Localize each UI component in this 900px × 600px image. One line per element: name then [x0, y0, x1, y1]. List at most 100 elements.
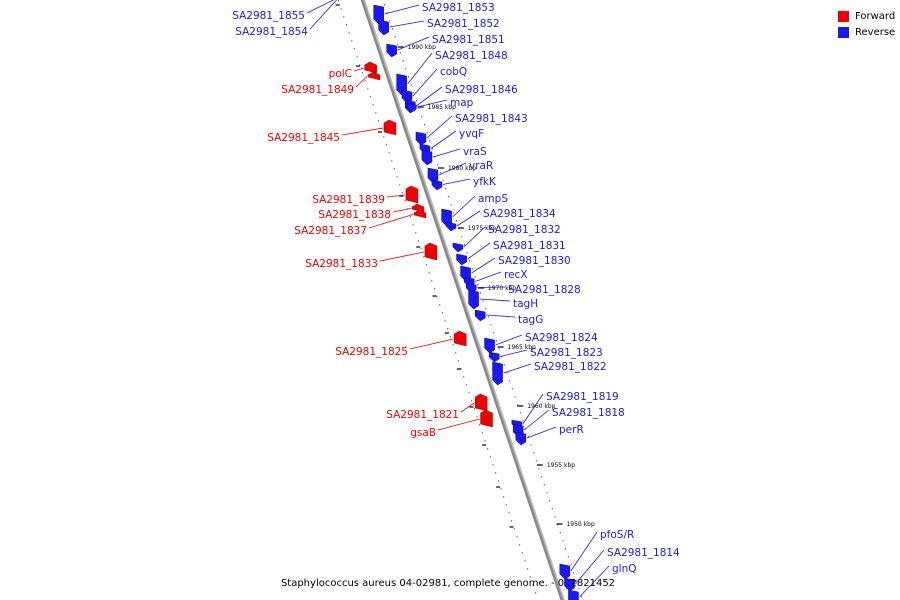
forward-track-dot	[367, 88, 369, 90]
reverse-gene-arrow	[431, 179, 443, 191]
forward-track-dot	[481, 432, 483, 434]
forward-gene-leader	[409, 338, 454, 350]
reverse-track-dot	[477, 284, 479, 286]
forward-gene-label: SA2981_1849	[281, 84, 354, 96]
caption: Staphylococcus aureus 04-02981, complete…	[0, 578, 900, 589]
reverse-track-dot	[485, 308, 487, 310]
reverse-gene-label: SA2981_1851	[432, 34, 505, 46]
forward-gene-arrow	[367, 71, 381, 81]
reverse-track-dot	[463, 244, 465, 246]
reverse-gene-arrow	[445, 221, 457, 232]
reverse-gene-arrow	[456, 253, 467, 266]
reverse-gene-label: ampS	[478, 193, 508, 205]
forward-track-dot	[436, 296, 438, 298]
forward-track-dot	[377, 120, 379, 122]
reverse-gene-leader	[526, 426, 557, 439]
reverse-track-dot	[413, 92, 415, 94]
forward-track-dot	[505, 504, 507, 506]
forward-gene-label: gsaB	[410, 427, 436, 439]
reverse-gene-label: SA2981_1846	[445, 84, 518, 96]
reverse-track-dot	[557, 524, 559, 526]
forward-track-dot	[444, 320, 446, 322]
forward-gene-leader	[306, 0, 335, 14]
forward-track-dot	[433, 288, 435, 290]
reverse-gene-leader	[486, 314, 516, 318]
forward-track-dot	[439, 304, 441, 306]
forward-track-dot	[508, 512, 510, 514]
reverse-gene-label: pfoS/R	[600, 529, 634, 541]
forward-track-dot	[345, 24, 347, 26]
reverse-gene-arrow	[564, 577, 575, 592]
forward-gene-arrow	[364, 61, 377, 74]
reverse-track-dot	[386, 12, 388, 14]
reverse-track-dot	[533, 452, 535, 454]
forward-gene-leader	[353, 67, 364, 72]
forward-gene-label: SA2981_1854	[235, 26, 308, 38]
forward-track-dot	[532, 584, 534, 586]
caption-text: Staphylococcus aureus 04-02981, complete…	[280, 578, 616, 589]
reverse-track-dot	[429, 140, 431, 142]
forward-track-dot	[404, 200, 406, 202]
reverse-gene-arrow	[474, 309, 486, 322]
forward-track-dot	[471, 400, 473, 402]
forward-track-dot	[441, 312, 443, 314]
forward-track-dot	[359, 64, 361, 66]
reverse-gene-leader	[452, 195, 476, 218]
reverse-track-dot	[450, 204, 452, 206]
forward-track-dot	[420, 248, 422, 250]
forward-track-dot	[473, 408, 475, 410]
reverse-gene-label: recX	[504, 269, 528, 281]
forward-track-dot	[495, 472, 497, 474]
forward-track-dot	[463, 376, 465, 378]
reverse-track-dot	[384, 4, 385, 6]
forward-gene-label: SA2981_1838	[318, 209, 391, 221]
reverse-gene-label: vraS	[463, 146, 487, 158]
reverse-gene-arrow	[515, 431, 527, 446]
reverse-track-dot	[389, 20, 391, 22]
reverse-gene-leader	[442, 178, 471, 185]
reverse-gene-leader	[579, 565, 610, 598]
reverse-gene-label: SA2981_1818	[552, 407, 625, 419]
reverse-gene-leader	[570, 531, 598, 572]
reverse-track-dot	[410, 84, 412, 86]
forward-gene-leader	[392, 208, 412, 213]
reverse-track-dot	[439, 172, 441, 174]
reverse-track-dot	[565, 548, 567, 550]
forward-gene-label: polC	[329, 68, 352, 80]
forward-track-dot	[388, 152, 390, 154]
reverse-track-dot	[415, 100, 417, 102]
reverse-track-dot	[418, 108, 420, 110]
reverse-track-dot	[466, 252, 468, 254]
reverse-track-dot	[421, 116, 423, 118]
reverse-gene-leader	[438, 162, 467, 176]
reverse-gene-leader	[467, 242, 491, 260]
forward-track-dot	[375, 112, 377, 114]
reverse-track-dot	[527, 436, 529, 438]
forward-track-dot	[468, 392, 470, 394]
reverse-gene-label: SA2981_1848	[435, 50, 508, 62]
reverse-gene-arrow	[415, 131, 427, 146]
forward-track-dot	[431, 280, 433, 282]
forward-gene-label: SA2981_1855	[232, 10, 305, 22]
legend-reverse-label: Reverse	[855, 26, 896, 38]
forward-track-dot	[489, 456, 491, 458]
kbp-tick-label: 1960 kbp	[527, 403, 555, 410]
forward-track-dot	[535, 592, 537, 594]
reverse-track-dot	[458, 228, 460, 230]
forward-gene-label: SA2981_1825	[335, 346, 408, 358]
reverse-gene-leader	[523, 409, 550, 431]
reverse-track-dot	[407, 76, 409, 78]
reverse-gene-label: tagH	[513, 298, 538, 310]
reverse-track-dot	[573, 572, 575, 574]
forward-track-dot	[428, 272, 430, 274]
forward-track-dot	[455, 352, 457, 354]
forward-track-dot	[380, 128, 382, 130]
forward-gene-arrow	[413, 209, 427, 219]
forward-track-dot	[527, 568, 529, 570]
reverse-track-dot	[453, 212, 455, 214]
forward-track-dot	[361, 72, 363, 74]
reverse-gene-leader	[407, 52, 433, 85]
reverse-gene-leader	[495, 334, 523, 346]
reverse-gene-arrow	[468, 289, 479, 310]
reverse-track-dot	[426, 132, 428, 134]
